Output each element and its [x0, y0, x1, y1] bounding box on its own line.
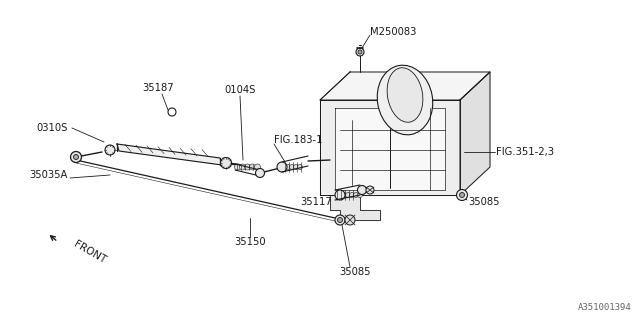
Text: FRONT: FRONT [72, 239, 108, 265]
Circle shape [356, 48, 364, 56]
Circle shape [358, 193, 362, 197]
Ellipse shape [377, 65, 433, 135]
Circle shape [460, 193, 465, 197]
Circle shape [298, 164, 303, 170]
Polygon shape [460, 72, 490, 195]
Circle shape [105, 145, 115, 155]
Circle shape [239, 164, 246, 170]
Circle shape [349, 193, 355, 197]
Circle shape [74, 155, 79, 159]
Text: 0310S: 0310S [36, 123, 68, 133]
Text: 35150: 35150 [234, 237, 266, 247]
Polygon shape [320, 72, 490, 100]
Circle shape [221, 157, 232, 169]
Polygon shape [330, 195, 380, 220]
Text: 35035A: 35035A [29, 170, 68, 180]
Text: A351001394: A351001394 [579, 303, 632, 312]
Circle shape [294, 164, 298, 170]
Ellipse shape [345, 215, 355, 225]
Circle shape [335, 190, 345, 200]
Polygon shape [117, 144, 222, 165]
Circle shape [358, 50, 362, 54]
Circle shape [282, 164, 287, 170]
Circle shape [289, 164, 294, 170]
Text: 35085: 35085 [468, 197, 499, 207]
Circle shape [255, 169, 264, 178]
Text: 35187: 35187 [142, 83, 174, 93]
Circle shape [358, 186, 367, 195]
Circle shape [335, 215, 345, 225]
Text: FIG.183-1: FIG.183-1 [274, 135, 323, 145]
Ellipse shape [387, 68, 423, 122]
Circle shape [456, 189, 467, 201]
Text: M250083: M250083 [370, 27, 417, 37]
Circle shape [234, 164, 241, 170]
Circle shape [346, 193, 351, 197]
Circle shape [337, 218, 342, 222]
Polygon shape [320, 100, 460, 195]
Circle shape [342, 193, 346, 197]
Circle shape [250, 164, 255, 170]
Circle shape [353, 193, 358, 197]
Text: 35117: 35117 [300, 197, 332, 207]
Text: 0104S: 0104S [224, 85, 256, 95]
Circle shape [255, 164, 260, 170]
Ellipse shape [366, 186, 374, 194]
Text: FIG.351-2,3: FIG.351-2,3 [496, 147, 554, 157]
Polygon shape [335, 108, 445, 190]
Circle shape [168, 108, 176, 116]
Circle shape [244, 164, 250, 170]
Circle shape [285, 164, 291, 170]
Circle shape [70, 151, 81, 163]
Text: 35085: 35085 [339, 267, 371, 277]
Circle shape [277, 162, 287, 172]
